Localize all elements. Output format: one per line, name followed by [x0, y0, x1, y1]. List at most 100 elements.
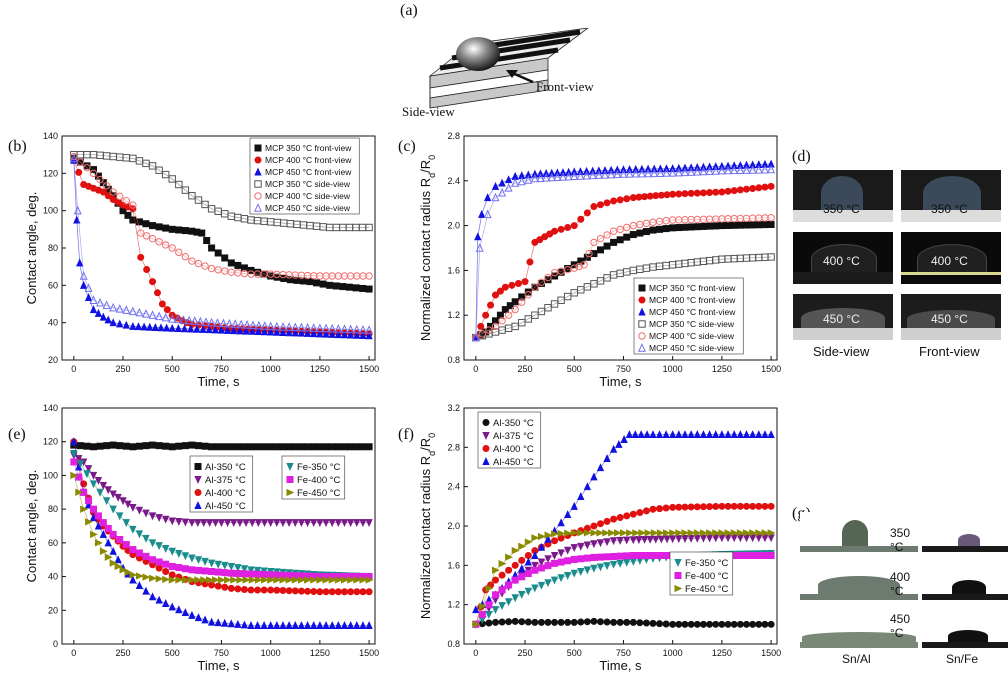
data-point [272, 321, 281, 331]
data-point [518, 542, 527, 550]
photo-d-front-350: 350 °C [901, 170, 1001, 222]
data-point [254, 443, 262, 451]
data-point [640, 535, 649, 544]
legend-marker [194, 489, 202, 497]
data-point [102, 182, 111, 190]
data-point [706, 620, 714, 628]
data-point [524, 288, 532, 296]
data-point [749, 221, 757, 229]
x-axis-label: Time, s [197, 658, 240, 672]
data-point [518, 618, 526, 626]
data-point [681, 620, 689, 628]
data-point [742, 620, 750, 628]
substrate-strip [800, 594, 918, 600]
data-point [328, 323, 337, 333]
legend-label: MCP 350 °C side-view [265, 179, 351, 189]
data-point [180, 324, 189, 333]
data-point [129, 571, 138, 579]
substrate-strip [793, 210, 893, 222]
data-point [656, 225, 664, 233]
data-point [742, 185, 750, 193]
data-point [185, 315, 194, 325]
data-point [201, 615, 209, 624]
series-mcp-400-c-front-view [472, 182, 775, 342]
caption-front-view: Front-view [919, 344, 980, 359]
data-point [116, 319, 124, 328]
data-point [96, 175, 104, 184]
data-point [681, 430, 689, 439]
data-point [168, 175, 176, 183]
data-point [227, 259, 235, 267]
data-point [706, 529, 714, 537]
data-point [491, 566, 500, 574]
data-point [505, 566, 513, 574]
series-al-450-c [472, 430, 775, 614]
data-point [603, 553, 611, 561]
data-point [148, 162, 157, 170]
data-point [570, 555, 578, 563]
grooved-substrate [428, 28, 589, 109]
plot-frame [463, 135, 778, 361]
data-point [478, 209, 486, 218]
data-point [623, 618, 631, 626]
data-point [761, 159, 769, 168]
data-point [518, 573, 526, 581]
data-point [273, 621, 281, 629]
data-point [316, 443, 324, 451]
data-point [279, 576, 288, 584]
data-point [94, 512, 102, 520]
data-point [208, 581, 216, 589]
data-point [146, 322, 154, 331]
data-point [596, 539, 605, 548]
data-point [609, 537, 618, 546]
data-point [359, 331, 367, 339]
data-point [148, 539, 157, 548]
data-point [582, 170, 591, 180]
x-tick-label: 1500 [359, 648, 379, 658]
data-point [487, 301, 495, 309]
data-point [616, 536, 624, 545]
data-point [596, 234, 605, 243]
data-point [285, 328, 293, 337]
data-point [638, 529, 647, 537]
data-point [242, 576, 251, 584]
substrate-strip [793, 328, 893, 340]
data-point [736, 552, 744, 560]
data-point [699, 529, 708, 537]
data-point [681, 535, 689, 543]
data-point [491, 576, 499, 584]
data-point [322, 576, 331, 584]
data-point [116, 512, 124, 521]
x-tick-label: 750 [616, 364, 631, 374]
data-point [615, 439, 623, 448]
x-tick-label: 750 [214, 364, 229, 374]
data-point [656, 505, 664, 513]
data-point [767, 159, 775, 168]
data-point [585, 249, 593, 258]
data-point [675, 535, 683, 544]
data-point [643, 430, 651, 439]
data-point [236, 326, 244, 335]
data-point [230, 326, 238, 335]
data-point [194, 519, 202, 528]
data-point [663, 529, 671, 537]
data-point [699, 503, 707, 511]
data-point [687, 430, 695, 439]
data-point [761, 552, 769, 560]
data-point [199, 325, 207, 333]
data-point [285, 576, 294, 584]
photo-g-fe-400 [922, 560, 1008, 600]
data-point [96, 488, 104, 497]
data-point [83, 442, 91, 450]
data-point [155, 223, 163, 231]
photo-grid-g: 350 °C 400 °C 450 °C Sn/Al Sn/Fe [800, 512, 1008, 672]
data-point [279, 443, 287, 451]
data-point [629, 536, 637, 545]
data-point [115, 304, 124, 313]
data-point [297, 443, 305, 451]
data-point [693, 189, 701, 197]
data-point [619, 529, 628, 537]
data-point [524, 570, 532, 578]
data-point [505, 581, 513, 589]
data-point [99, 482, 108, 490]
